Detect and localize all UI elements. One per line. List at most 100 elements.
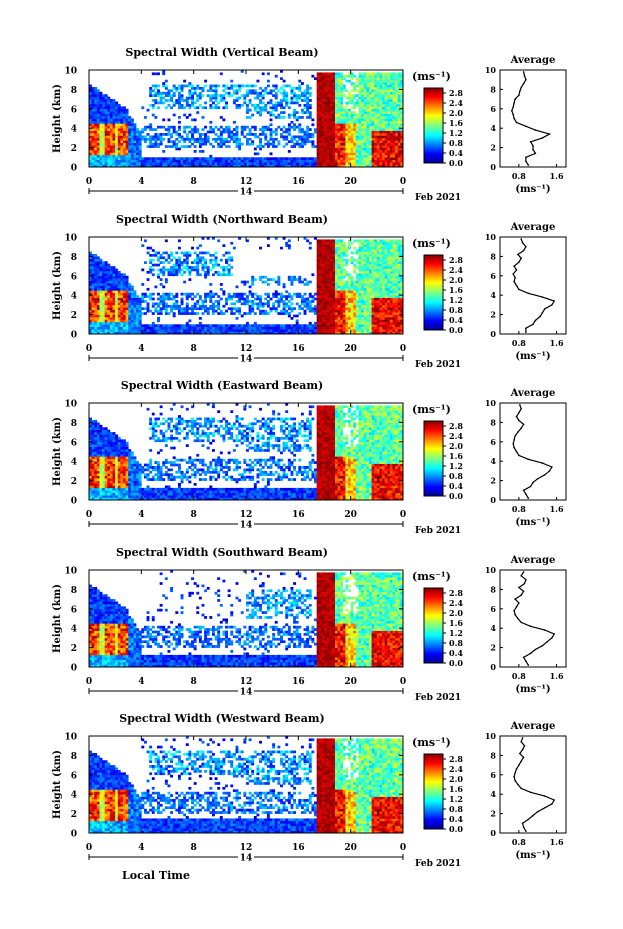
heatmap-cell: [209, 324, 213, 328]
heatmap-cell: [180, 331, 184, 335]
heatmap-cell: [159, 331, 163, 335]
heatmap-cell: [376, 86, 380, 90]
heatmap-cell: [332, 159, 336, 163]
heatmap-cell: [397, 74, 401, 78]
heatmap-cell: [149, 326, 153, 330]
heatmap-cell: [185, 312, 189, 315]
heatmap-cell: [363, 162, 367, 165]
heatmap-cell: [374, 72, 378, 76]
heatmap-cell: [345, 326, 349, 330]
heatmap-cell: [238, 89, 242, 93]
heatmap-cell: [159, 159, 163, 163]
heatmap-cell: [141, 329, 145, 332]
heatmap-cell: [397, 111, 401, 114]
heatmap-cell: [251, 295, 255, 298]
heatmap-cell: [379, 101, 383, 105]
heatmap-cell: [266, 159, 270, 163]
heatmap-cell: [180, 137, 184, 141]
heatmap-cell: [188, 329, 192, 332]
heatmap-cell: [306, 133, 310, 136]
heatmap-cell: [314, 77, 317, 80]
heatmap-cell: [334, 300, 338, 303]
heatmap-cell: [159, 99, 163, 102]
heatmap-cell: [368, 159, 372, 163]
heatmap-cell: [188, 113, 192, 117]
heatmap-cell: [327, 295, 331, 298]
heatmap-cell: [392, 125, 396, 129]
heatmap-cell: [170, 268, 174, 272]
heatmap-cell: [261, 304, 265, 308]
heatmap-cell: [222, 266, 226, 269]
heatmap-cell: [332, 263, 336, 267]
heatmap-cell: [395, 106, 399, 110]
heatmap-cell: [321, 116, 325, 119]
heatmap-cell: [389, 86, 393, 90]
y-tick-label: 8: [71, 86, 77, 96]
heatmap-cell: [303, 135, 307, 139]
heatmap-cell: [303, 137, 307, 141]
heatmap-cell: [167, 125, 171, 129]
heatmap-cell: [107, 266, 111, 269]
heatmap-cell: [366, 89, 370, 93]
heatmap-cell: [340, 86, 344, 90]
heatmap-cell: [290, 278, 294, 281]
heatmap-cell: [162, 304, 166, 308]
heatmap-cell: [130, 285, 134, 289]
heatmap-cell: [316, 331, 320, 335]
heatmap-cell: [334, 280, 338, 284]
heatmap-cell: [164, 86, 168, 90]
heatmap-cell: [361, 74, 365, 78]
heatmap-cell: [392, 123, 396, 127]
heatmap-cell: [157, 263, 160, 267]
heatmap-cell: [219, 142, 223, 146]
heatmap-cell: [285, 142, 289, 146]
heatmap-cell: [269, 89, 273, 93]
heatmap-cell: [227, 263, 231, 267]
heatmap-cell: [337, 297, 341, 301]
heatmap-cell: [123, 111, 126, 114]
heatmap-cell: [363, 96, 367, 100]
heatmap-cell: [191, 331, 194, 335]
heatmap-cell: [206, 307, 210, 311]
heatmap-cell: [295, 116, 299, 119]
heatmap-cell: [280, 309, 283, 313]
heatmap-cell: [170, 125, 174, 129]
heatmap-cell: [389, 128, 393, 131]
heatmap-cell: [374, 84, 378, 88]
heatmap-cell: [340, 84, 344, 88]
heatmap-cell: [293, 162, 297, 165]
heatmap-cell: [366, 86, 370, 90]
heatmap-cell: [128, 302, 132, 306]
heatmap-cell: [238, 137, 242, 141]
heatmap-cell: [151, 312, 155, 315]
heatmap-cell: [227, 159, 231, 163]
heatmap-cell: [295, 331, 299, 335]
heatmap-cell: [337, 249, 341, 252]
heatmap-cell: [348, 329, 351, 332]
heatmap-cell: [348, 72, 351, 76]
heatmap-cell: [130, 329, 134, 332]
heatmap-cell: [123, 128, 126, 131]
heatmap-cell: [117, 137, 121, 141]
heatmap-cell: [311, 329, 315, 332]
heatmap-cell: [358, 89, 362, 93]
heatmap-cell: [120, 113, 124, 117]
heatmap-cell: [125, 312, 129, 315]
heatmap-cell: [102, 290, 105, 294]
heatmap-cell: [211, 307, 215, 311]
heatmap-cell: [332, 147, 336, 151]
heatmap-cell: [324, 251, 328, 255]
heatmap-cell: [269, 135, 273, 139]
heatmap-cell: [261, 159, 265, 163]
heatmap-cell: [397, 77, 401, 80]
heatmap-cell: [107, 147, 111, 151]
heatmap-cell: [185, 103, 189, 107]
heatmap-cell: [332, 268, 336, 272]
heatmap-cell: [198, 162, 202, 165]
heatmap-cell: [348, 241, 351, 245]
heatmap-cell: [400, 79, 404, 83]
heatmap-cell: [201, 266, 205, 269]
heatmap-cell: [387, 111, 391, 114]
heatmap-cell: [183, 128, 187, 131]
heatmap-cell: [172, 312, 176, 315]
